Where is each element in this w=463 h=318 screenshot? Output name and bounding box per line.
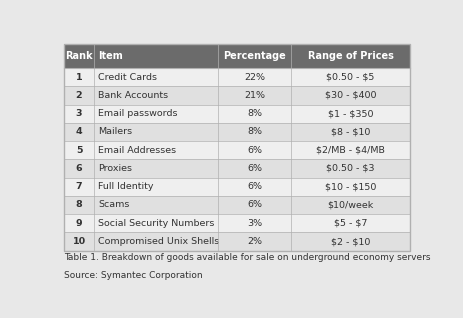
Bar bbox=[64, 232, 410, 251]
Bar bbox=[64, 159, 410, 177]
Text: Percentage: Percentage bbox=[223, 51, 286, 61]
Text: \$10 - \$150: \$10 - \$150 bbox=[325, 182, 376, 191]
Text: Compromised Unix Shells: Compromised Unix Shells bbox=[98, 237, 219, 246]
Text: 5: 5 bbox=[76, 146, 82, 155]
Bar bbox=[64, 68, 410, 86]
Text: 6%: 6% bbox=[247, 182, 262, 191]
Text: \$5 - \$7: \$5 - \$7 bbox=[334, 219, 367, 228]
Text: Bank Accounts: Bank Accounts bbox=[98, 91, 168, 100]
Text: \$30 - \$400: \$30 - \$400 bbox=[325, 91, 376, 100]
Text: 2: 2 bbox=[76, 91, 82, 100]
Text: Email Addresses: Email Addresses bbox=[98, 146, 176, 155]
Text: 21%: 21% bbox=[244, 91, 265, 100]
Bar bbox=[64, 86, 410, 105]
Bar bbox=[64, 141, 410, 159]
Text: 22%: 22% bbox=[244, 73, 265, 82]
Text: 3: 3 bbox=[76, 109, 82, 118]
Text: Email passwords: Email passwords bbox=[98, 109, 177, 118]
Text: 2%: 2% bbox=[247, 237, 262, 246]
Text: \$0.50 - \$3: \$0.50 - \$3 bbox=[326, 164, 375, 173]
Text: 6%: 6% bbox=[247, 164, 262, 173]
Text: 6%: 6% bbox=[247, 200, 262, 210]
Text: \$2 - \$10: \$2 - \$10 bbox=[331, 237, 370, 246]
Text: \$10/week: \$10/week bbox=[327, 200, 374, 210]
Text: \$1 - \$350: \$1 - \$350 bbox=[328, 109, 373, 118]
Bar bbox=[64, 123, 410, 141]
Text: Scams: Scams bbox=[98, 200, 130, 210]
Text: Social Security Numbers: Social Security Numbers bbox=[98, 219, 214, 228]
Text: 1: 1 bbox=[76, 73, 82, 82]
Text: 6: 6 bbox=[76, 164, 82, 173]
Text: Mailers: Mailers bbox=[98, 128, 132, 136]
Text: \$8 - \$10: \$8 - \$10 bbox=[331, 128, 370, 136]
Text: 8%: 8% bbox=[247, 109, 262, 118]
Text: 4: 4 bbox=[76, 128, 82, 136]
Text: 8: 8 bbox=[75, 200, 82, 210]
Text: Range of Prices: Range of Prices bbox=[307, 51, 394, 61]
Bar bbox=[64, 44, 410, 251]
Text: 3%: 3% bbox=[247, 219, 262, 228]
Text: 6%: 6% bbox=[247, 146, 262, 155]
Bar bbox=[64, 105, 410, 123]
Text: 8%: 8% bbox=[247, 128, 262, 136]
Text: Table 1. Breakdown of goods available for sale on underground economy servers: Table 1. Breakdown of goods available fo… bbox=[64, 253, 431, 262]
Text: Full Identity: Full Identity bbox=[98, 182, 154, 191]
Text: \$0.50 - \$5: \$0.50 - \$5 bbox=[326, 73, 375, 82]
Text: 10: 10 bbox=[73, 237, 86, 246]
Bar bbox=[64, 196, 410, 214]
Text: Item: Item bbox=[98, 51, 123, 61]
Text: Credit Cards: Credit Cards bbox=[98, 73, 157, 82]
Text: Proxies: Proxies bbox=[98, 164, 132, 173]
Bar bbox=[64, 177, 410, 196]
Text: Rank: Rank bbox=[65, 51, 93, 61]
Text: Source: Symantec Corporation: Source: Symantec Corporation bbox=[64, 272, 203, 280]
Text: 9: 9 bbox=[76, 219, 82, 228]
Bar bbox=[64, 44, 410, 68]
Bar bbox=[64, 44, 410, 251]
Bar bbox=[64, 214, 410, 232]
Text: 7: 7 bbox=[76, 182, 82, 191]
Text: \$2/MB - \$4/MB: \$2/MB - \$4/MB bbox=[316, 146, 385, 155]
